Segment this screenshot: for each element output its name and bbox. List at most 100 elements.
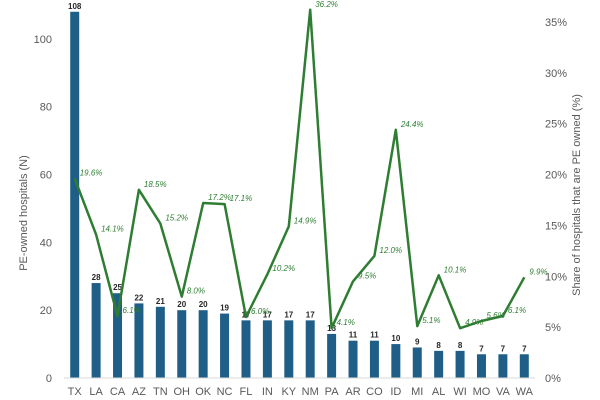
x-axis-ticks: TX LA CA AZ TN OH OK NC FL IN KY NM PA AR CO ID MI AL WI MO… (68, 386, 534, 398)
line-label-FL: 6.0% (251, 307, 269, 316)
x-tick-TX: TX (68, 386, 83, 398)
line-label-WI: 4.9% (465, 318, 483, 327)
x-tick-TN: TN (153, 386, 168, 398)
bar-MO (476, 354, 486, 378)
line-label-KY: 14.9% (294, 216, 317, 225)
line-series (73, 8, 526, 330)
bar-VA (498, 354, 508, 378)
x-tick-WI: WI (453, 386, 466, 398)
left-axis-ticks: 0 20 40 60 80 100 (34, 34, 52, 385)
bar-TX (70, 11, 80, 378)
line-label-MO: 5.6% (486, 311, 504, 320)
bar-label-CA: 25 (113, 283, 122, 292)
share-line (73, 8, 526, 330)
line-label-IN: 10.2% (272, 264, 295, 273)
line-label-CA: 6.1% (123, 306, 141, 315)
bar-FL (241, 320, 251, 378)
bar-OH (177, 310, 187, 378)
line-label-AZ: 18.5% (144, 180, 167, 189)
bar-WI (455, 350, 465, 378)
right-axis-ticks: 0% 5% 10% 15% 20% 25% 30% 35% (545, 17, 567, 385)
line-label-TX: 19.6% (80, 169, 103, 178)
x-tick-AL: AL (432, 386, 445, 398)
left-tick-40: 40 (40, 237, 52, 249)
left-tick-80: 80 (40, 102, 52, 114)
right-tick-5: 5% (545, 322, 561, 334)
bar-label-MI: 9 (415, 337, 420, 346)
bar-MI (412, 347, 422, 378)
bar-OK (198, 310, 208, 378)
bar-PA (327, 333, 337, 378)
bar-label-OK: 20 (199, 300, 208, 309)
bar-TN (155, 306, 165, 378)
left-tick-20: 20 (40, 305, 52, 317)
bar-label-LA: 28 (92, 273, 101, 282)
x-tick-AR: AR (345, 386, 360, 398)
bar-AZ (134, 303, 144, 378)
bar-label-VA: 7 (501, 344, 506, 353)
x-tick-CA: CA (110, 386, 126, 398)
bar-label-AL: 8 (436, 341, 441, 350)
x-tick-WA: WA (516, 386, 534, 398)
bar-label-NC: 19 (220, 304, 229, 313)
left-tick-0: 0 (46, 373, 52, 385)
line-label-LA: 14.1% (101, 225, 124, 234)
line-data-labels: 19.6% 14.1% 6.1% 18.5% 15.2% 8.0% 17.2%17.1% 6.… (80, 0, 548, 327)
right-tick-35: 35% (545, 17, 567, 29)
x-tick-MO: MO (473, 386, 491, 398)
right-axis-title: Share of hospitals that are PE owned (%) (571, 94, 583, 296)
x-tick-CO: CO (366, 386, 383, 398)
bar-label-AR: 11 (349, 331, 358, 340)
bar-label-NM: 17 (306, 310, 315, 319)
bar-WA (519, 354, 529, 378)
bar-LA (91, 283, 101, 378)
bar-label-OH: 20 (177, 300, 186, 309)
bar-label-CO: 11 (370, 331, 379, 340)
x-tick-MI: MI (411, 386, 423, 398)
right-tick-20: 20% (545, 170, 567, 182)
bar-AR (348, 340, 358, 378)
bar-label-MO: 7 (479, 344, 484, 353)
line-label-ID: 24.4% (400, 120, 424, 129)
right-tick-10: 10% (545, 271, 567, 283)
bar-label-IN: 17 (263, 310, 272, 319)
line-label-PA: 4.1% (337, 318, 355, 327)
bar-label-KY: 17 (284, 310, 293, 319)
x-tick-ID: ID (390, 386, 401, 398)
bar-IN (262, 320, 272, 378)
line-label-NM: 36.2% (315, 0, 338, 9)
x-tick-PA: PA (325, 386, 340, 398)
bar-NM (305, 320, 315, 378)
bar-CA (113, 293, 123, 378)
x-tick-VA: VA (496, 386, 511, 398)
right-tick-25: 25% (545, 119, 567, 131)
x-tick-OK: OK (195, 386, 212, 398)
bar-label-AZ: 22 (134, 293, 143, 302)
x-tick-IN: IN (262, 386, 273, 398)
line-label-CO: 12.0% (379, 246, 402, 255)
bar-label-TN: 21 (156, 297, 165, 306)
bar-ID (391, 344, 401, 378)
bar-CO (369, 340, 379, 378)
line-label-WA: 9.9% (529, 267, 547, 276)
bar-label-WI: 8 (458, 341, 463, 350)
bar-AL (434, 350, 444, 378)
x-tick-LA: LA (89, 386, 103, 398)
bar-series (70, 11, 529, 378)
line-label-VA: 6.1% (508, 306, 526, 315)
bar-label-WA: 7 (522, 344, 527, 353)
bar-label-TX: 108 (68, 2, 82, 11)
line-label-OK: 17.2% (208, 193, 231, 202)
x-tick-KY: KY (281, 386, 296, 398)
x-tick-NC: NC (217, 386, 233, 398)
x-tick-AZ: AZ (132, 386, 146, 398)
bar-NC (220, 313, 230, 378)
line-label-OH: 8.0% (187, 287, 205, 296)
bar-KY (284, 320, 294, 378)
right-tick-15: 15% (545, 220, 567, 232)
line-label-MI: 5.1% (422, 316, 440, 325)
left-tick-60: 60 (40, 170, 52, 182)
bar-label-ID: 10 (391, 334, 400, 343)
